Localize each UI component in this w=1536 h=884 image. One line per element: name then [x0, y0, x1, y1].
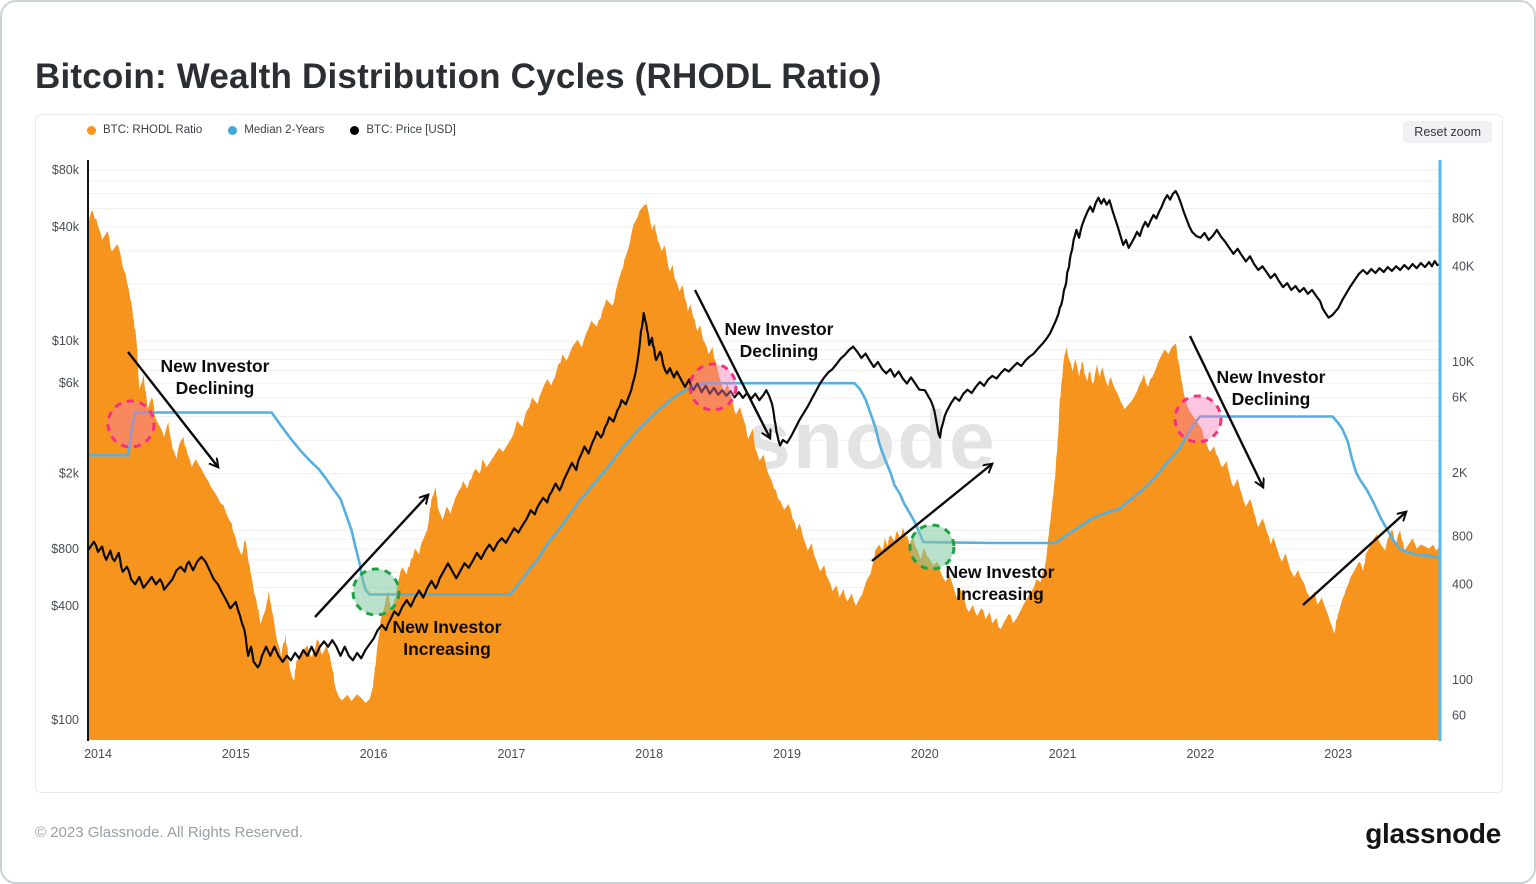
glassnode-logo: glassnode: [1365, 818, 1501, 849]
left-axis-tick-label: $80k: [52, 163, 80, 177]
left-axis-tick-label: $2k: [59, 467, 80, 481]
new-investor-increasing-circle: [351, 567, 401, 617]
rhodl-chart-plot[interactable]: glassnode $80k$40k$10k$6k$2k$800$400$100…: [35, 114, 1501, 791]
new-investor-declining-circle: [1173, 394, 1223, 444]
left-axis-tick-label: $400: [51, 599, 79, 613]
series-layer: [87, 189, 1442, 740]
x-axis-tick-label: 2015: [222, 747, 250, 761]
legend-label: Median 2-Years: [244, 124, 325, 136]
right-axis-tick-label: 6K: [1452, 390, 1468, 404]
page-title: Bitcoin: Wealth Distribution Cycles (RHO…: [35, 57, 882, 97]
right-axis-tick-label: 100: [1452, 673, 1473, 687]
btc-price-line-series: [87, 189, 1442, 669]
legend-dot-icon: [228, 125, 238, 135]
x-axis-tick-label: 2014: [84, 747, 112, 761]
legend-label: BTC: RHODL Ratio: [103, 124, 203, 136]
x-axis-tick-label: 2019: [773, 747, 801, 761]
x-axis-tick-label: 2023: [1324, 747, 1352, 761]
annotation-label: New Investor: [161, 356, 270, 376]
annotation-label: Increasing: [403, 639, 491, 659]
annotation-arrow: [1302, 512, 1406, 606]
new-investor-declining-circle: [106, 399, 156, 449]
annotation-arrow: [127, 351, 218, 467]
left-axis-tick-label: $40k: [52, 220, 80, 234]
right-axis-tick-label: 60: [1452, 708, 1466, 722]
annotation-label: Declining: [1232, 389, 1311, 409]
reset-zoom-button[interactable]: Reset zoom: [1403, 121, 1492, 143]
chart-legend: BTC: RHODL Ratio Median 2-Years BTC: Pri…: [87, 124, 456, 136]
left-axis-tick-label: $800: [51, 542, 79, 556]
right-axis-tick-label: 80K: [1452, 211, 1475, 225]
x-axis-tick-label: 2021: [1049, 747, 1077, 761]
annotation-label: New Investor: [946, 562, 1055, 582]
chart-card: BTC: RHODL Ratio Median 2-Years BTC: Pri…: [35, 114, 1503, 793]
annotation-label: Declining: [176, 378, 255, 398]
new-investor-declining-circle: [688, 362, 738, 412]
annotation-arrow: [1188, 335, 1263, 487]
rhodl-ratio-area-series: [88, 204, 1441, 740]
legend-dot-icon: [87, 125, 96, 135]
x-axis-tick-label: 2018: [635, 747, 663, 761]
new-investor-increasing-circle: [908, 523, 956, 571]
annotation-arrow: [871, 464, 992, 562]
legend-item-median-2-years[interactable]: Median 2-Years: [228, 124, 324, 136]
right-axis-tick-label: 800: [1452, 529, 1473, 543]
annotation-label: New Investor: [393, 617, 502, 637]
left-axis-tick-label: $6k: [59, 376, 80, 390]
legend-item-btc-price[interactable]: BTC: Price [USD]: [350, 124, 456, 136]
x-axis-tick-label: 2016: [360, 747, 388, 761]
legend-dot-icon: [350, 125, 360, 135]
x-axis-tick-label: 2022: [1186, 747, 1214, 761]
annotation-label: New Investor: [1217, 367, 1326, 387]
x-axis-tick-label: 2020: [911, 747, 939, 761]
right-axis-tick-label: 2K: [1452, 466, 1468, 480]
annotation-arrow: [693, 289, 770, 438]
axes-layer: $80k $40k $10k $6k $2k $800 $400 $100 80K 40K 10K 6…: [51, 160, 1475, 761]
annotation-label: Declining: [740, 341, 819, 361]
left-axis-tick-label: $100: [51, 713, 79, 727]
copyright-text: © 2023 Glassnode. All Rights Reserved.: [35, 824, 303, 841]
right-axis-tick-label: 10K: [1452, 355, 1475, 369]
annotation-label: New Investor: [725, 319, 834, 339]
legend-item-rhodl-ratio[interactable]: BTC: RHODL Ratio: [87, 124, 202, 136]
left-axis-tick-label: $10k: [52, 334, 80, 348]
legend-label: BTC: Price [USD]: [366, 124, 456, 136]
annotation-arrow: [314, 495, 428, 618]
right-axis-tick-label: 400: [1452, 577, 1473, 591]
median-2-years-line-series: [87, 381, 1442, 596]
x-axis-tick-label: 2017: [497, 747, 525, 761]
annotation-label: Increasing: [956, 584, 1044, 604]
right-axis-tick-label: 40K: [1452, 259, 1475, 273]
